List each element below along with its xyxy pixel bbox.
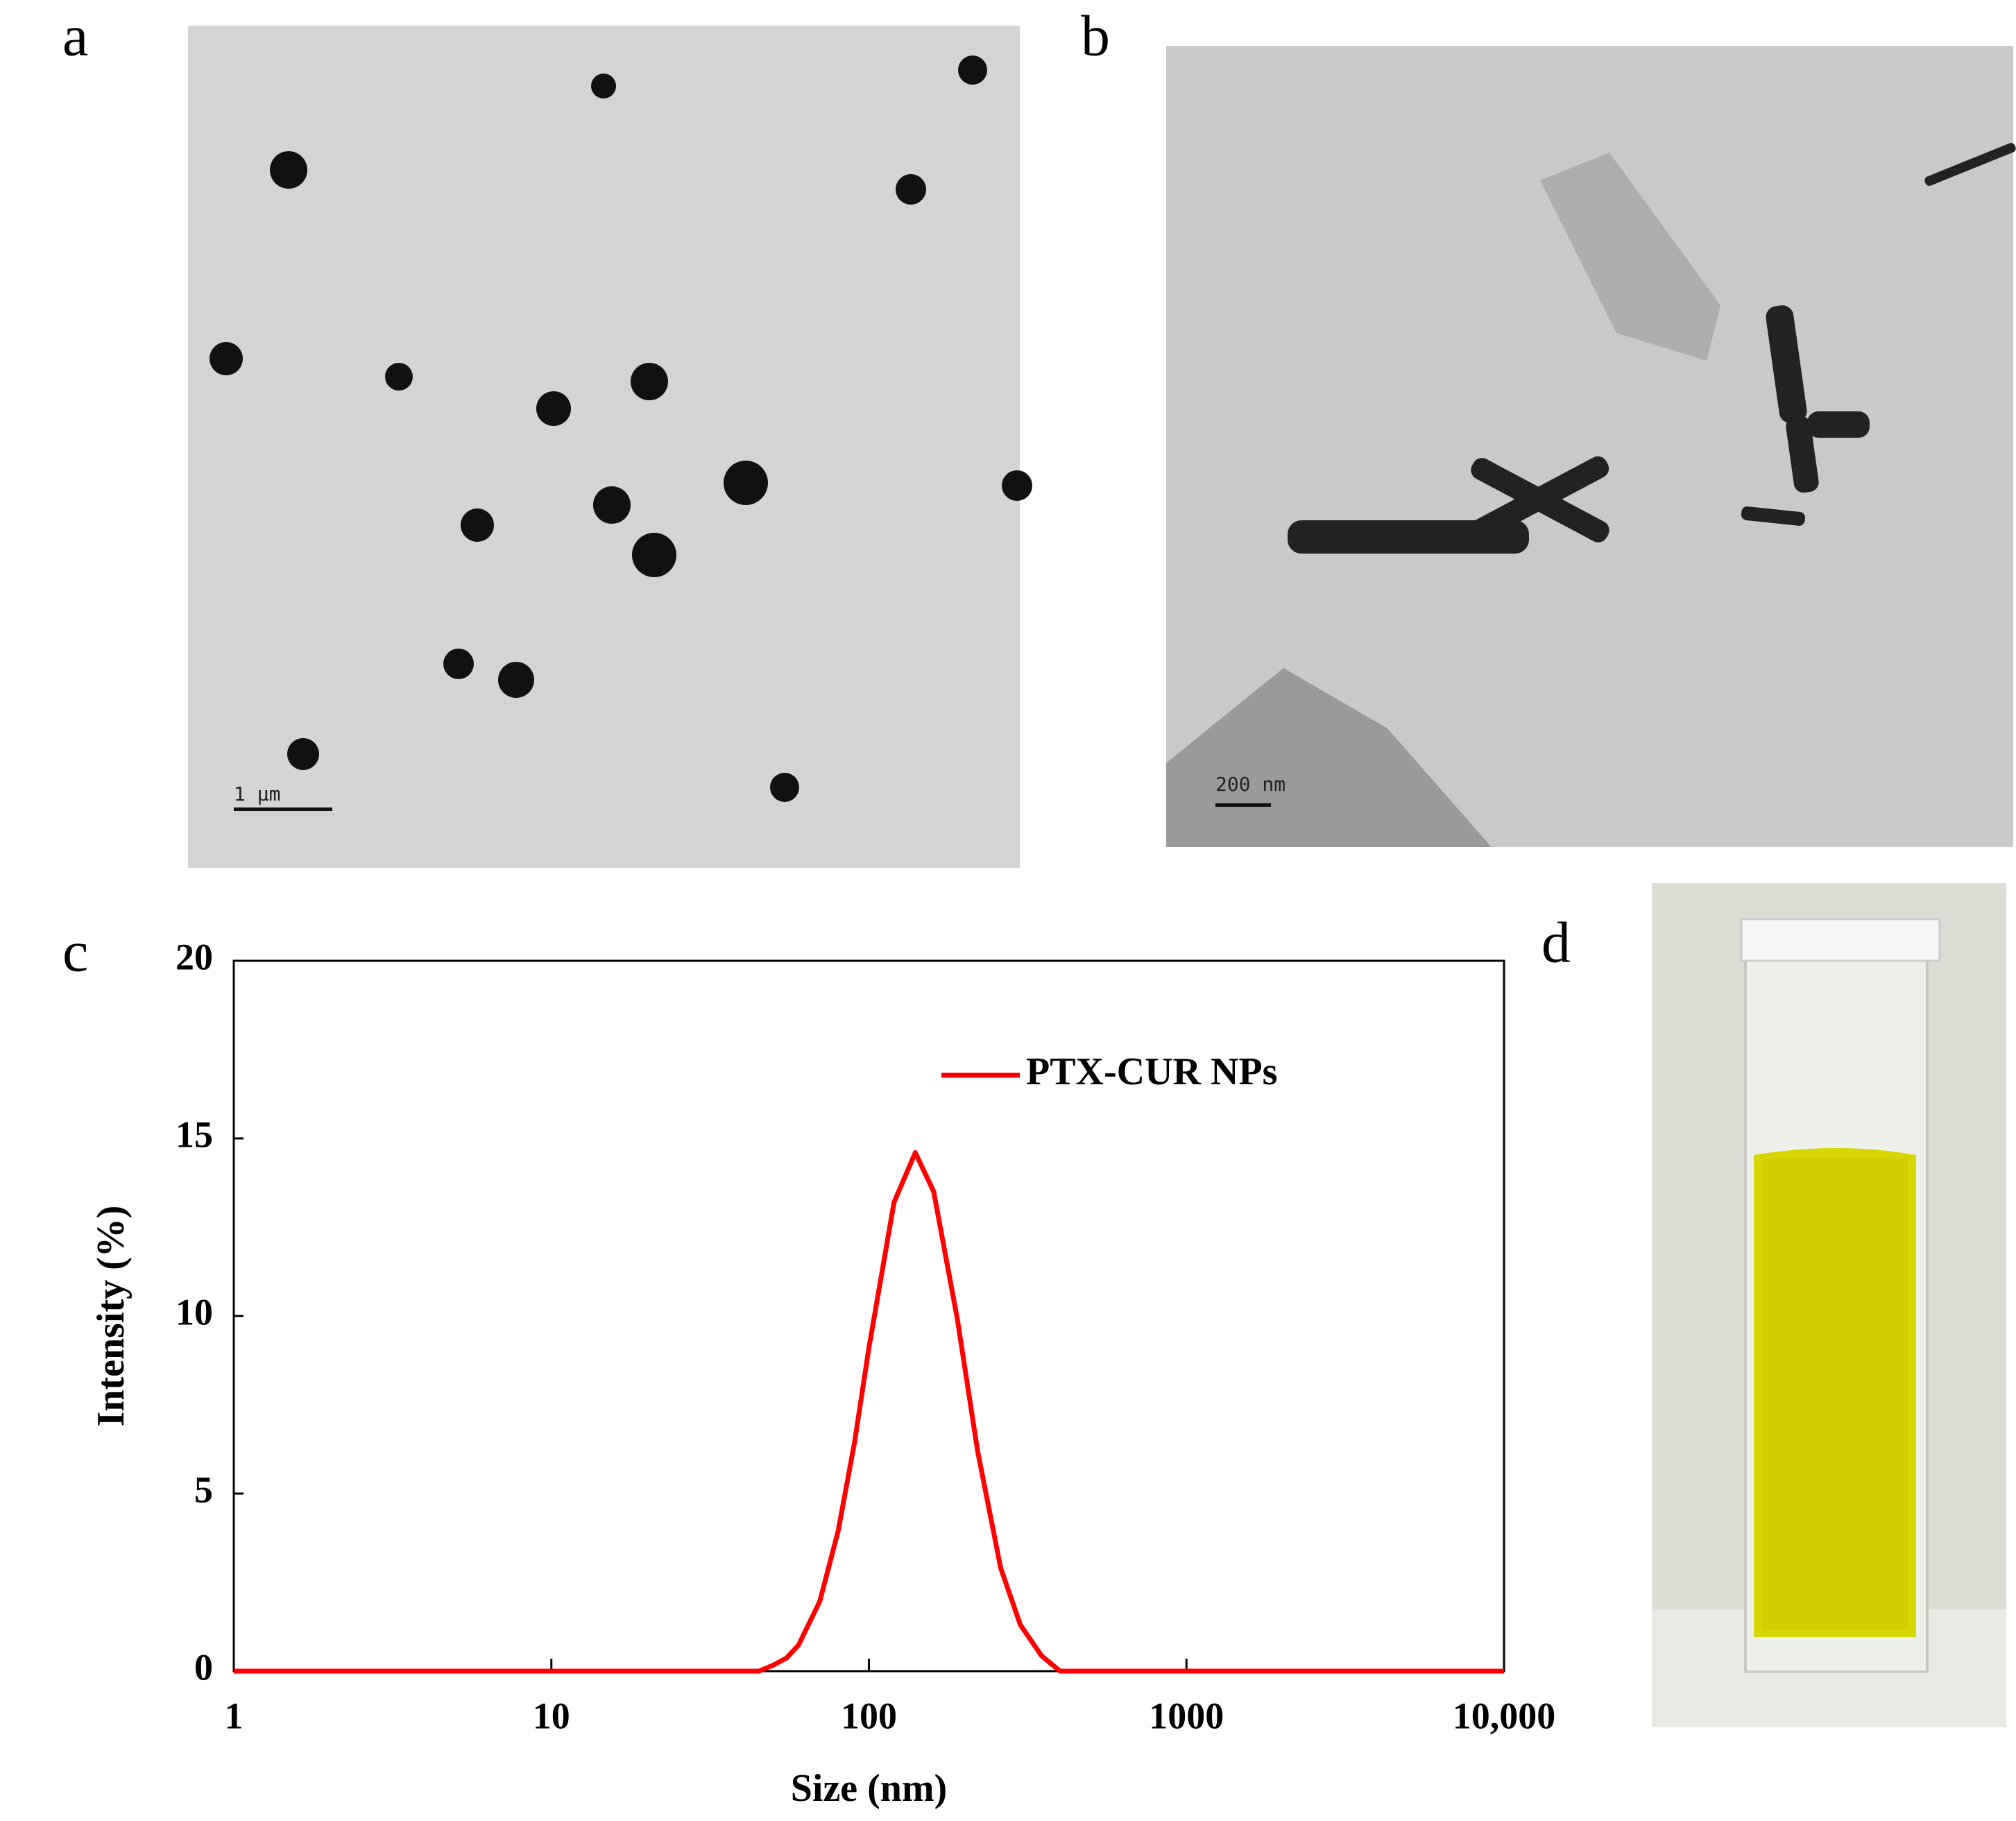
x-tick-label: 10 (533, 1695, 570, 1736)
x-tick-label: 1 (225, 1695, 244, 1736)
y-tick-label: 10 (176, 1291, 213, 1333)
y-axis-title: Intensity (%) (89, 1206, 133, 1427)
y-tick-label: 5 (194, 1469, 213, 1510)
scale-bar-label: 200 nm (1215, 773, 1285, 796)
x-tick-label: 100 (841, 1695, 897, 1736)
data-line (234, 1150, 1504, 1674)
tem-image-a: 1 µm (188, 26, 1032, 868)
tem-image-b: 200 nm (1166, 46, 2016, 847)
legend-label: PTX-CUR NPs (1026, 1050, 1277, 1093)
x-tick-label: 1000 (1149, 1695, 1224, 1736)
scale-bar-label: 1 µm (234, 783, 280, 805)
plot-frame (232, 959, 1505, 1673)
y-tick-label: 15 (176, 1113, 213, 1155)
cuvette-photo (1652, 883, 2006, 1727)
x-axis-title: Size (nm) (791, 1767, 948, 1810)
panel-label: c (62, 919, 88, 984)
y-tick-label: 0 (194, 1646, 213, 1688)
panel-label: a (62, 3, 88, 68)
panel-label: d (1541, 910, 1571, 975)
panel-label: b (1081, 3, 1110, 68)
y-tick-label: 20 (176, 936, 213, 977)
chart: 0 5 10 15 20 1 10 100 1000 10,000 Size (nm) Intensi… (89, 936, 1555, 1809)
x-tick-label: 10,000 (1453, 1695, 1556, 1736)
